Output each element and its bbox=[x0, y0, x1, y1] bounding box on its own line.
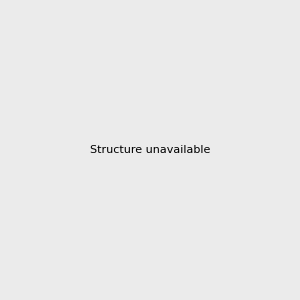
Text: Structure unavailable: Structure unavailable bbox=[90, 145, 210, 155]
